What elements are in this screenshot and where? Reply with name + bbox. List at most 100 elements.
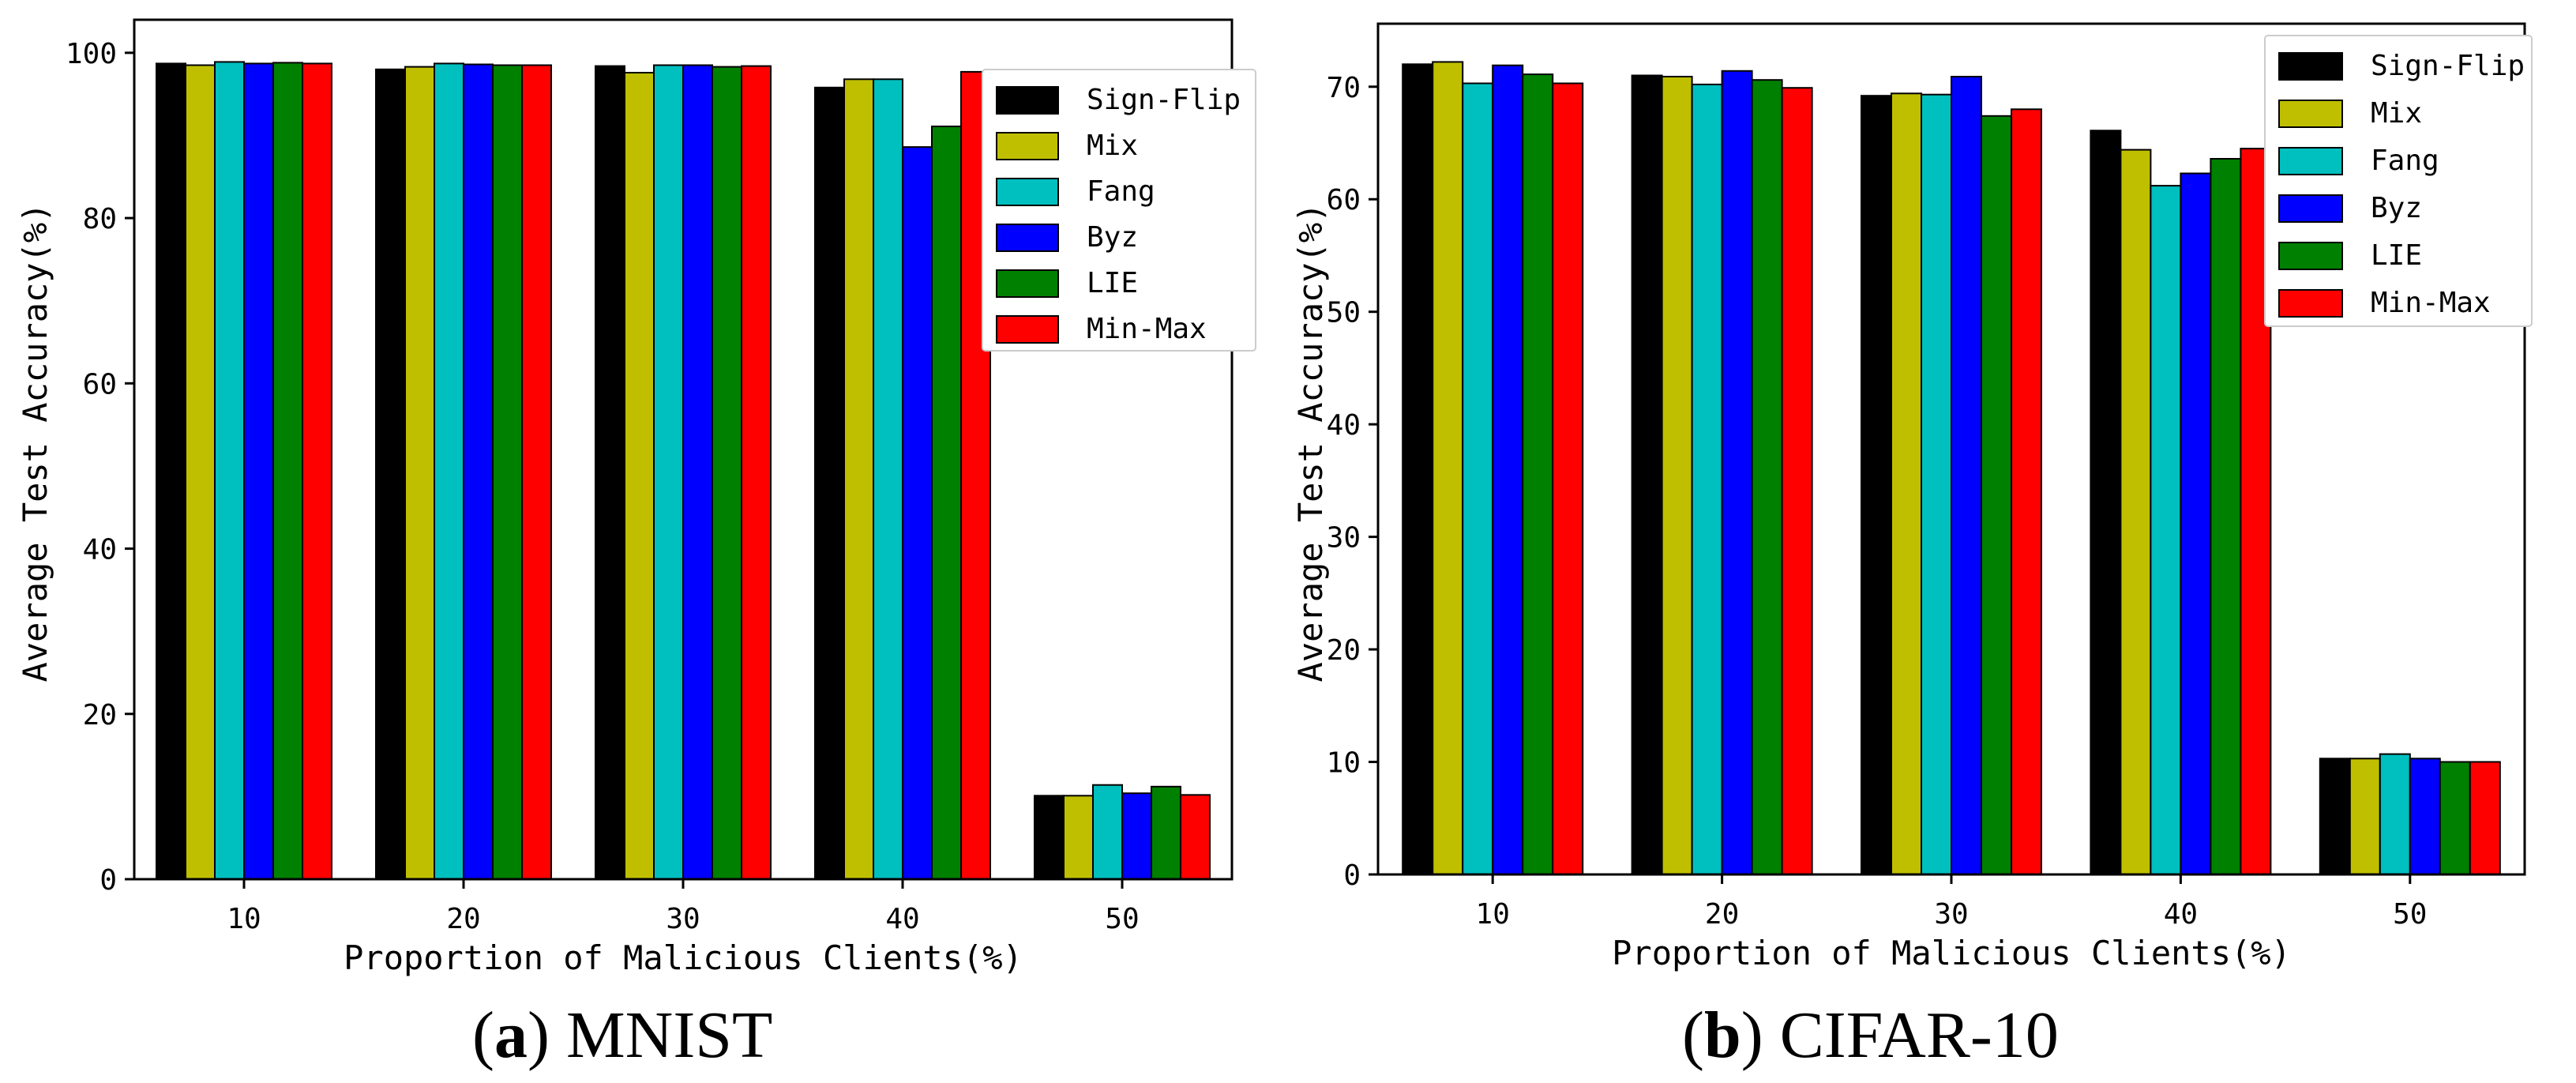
- y-tick-label-20: 20: [83, 699, 117, 731]
- bar-sign-flip-40: [2090, 130, 2122, 876]
- bar-fang-40: [873, 78, 903, 881]
- bar-min-max-10: [302, 62, 332, 880]
- bar-byz-20: [1721, 70, 1753, 876]
- y-tick-label-20: 20: [1327, 634, 1361, 667]
- bar-lie-30: [1981, 115, 2012, 876]
- bar-min-max-50: [2469, 761, 2501, 875]
- bar-lie-40: [931, 126, 962, 880]
- bar-byz-40: [2180, 172, 2212, 875]
- legend-swatch-sign-flip: [2278, 52, 2343, 81]
- bar-sign-flip-20: [375, 68, 406, 880]
- x-axis-label: Proportion of Malicious Clients(%): [344, 938, 1023, 977]
- legend-label-byz: Byz: [2371, 192, 2422, 224]
- legend-swatch-sign-flip: [996, 86, 1059, 115]
- bar-min-max-20: [1781, 87, 1813, 875]
- x-tick-label-50: 50: [2393, 898, 2427, 931]
- legend-label-byz: Byz: [1087, 221, 1138, 254]
- x-tick-label-20: 20: [446, 903, 480, 935]
- legend-swatch-byz: [996, 224, 1059, 252]
- bar-mix-10: [1432, 61, 1464, 875]
- bar-fang-40: [2150, 185, 2182, 876]
- x-tick-label-40: 40: [885, 903, 919, 935]
- plot-frame: [133, 18, 1234, 881]
- x-tick-label-30: 30: [666, 903, 700, 935]
- bar-mix-40: [843, 78, 874, 881]
- x-axis-label: Proportion of Malicious Clients(%): [1612, 934, 2291, 972]
- y-axis-label: Average Test Accuracy(%): [1291, 203, 1330, 683]
- legend-label-fang: Fang: [1087, 175, 1155, 208]
- y-tick-label-0: 0: [100, 864, 117, 897]
- chart-mnist: 10 20 30 40 50 0 20 40 60 80 100 Proportion of Mali…: [16, 18, 1256, 977]
- bar-mix-50: [1063, 795, 1094, 880]
- bar-fang-20: [1691, 83, 1723, 875]
- legend-swatch-fang: [2278, 147, 2343, 175]
- bar-lie-30: [712, 66, 742, 881]
- bar-byz-10: [1492, 64, 1524, 876]
- legend-swatch-min-max: [996, 315, 1059, 344]
- legend-swatch-byz: [2278, 194, 2343, 223]
- legend-label-min-max: Min-Max: [1087, 313, 1207, 345]
- legend-swatch-lie: [2278, 242, 2343, 270]
- y-tick-label-80: 80: [83, 203, 117, 235]
- bar-sign-flip-10: [156, 62, 186, 880]
- bar-fang-30: [653, 64, 684, 880]
- bar-min-max-50: [1180, 794, 1211, 880]
- bar-mix-20: [1661, 76, 1693, 875]
- legend: Sign-Flip Mix Fang Byz LIE Min-Max: [982, 69, 1256, 352]
- x-tick-label-20: 20: [1705, 898, 1739, 931]
- bar-fang-50: [2379, 753, 2411, 875]
- y-axis-label: Average Test Accuracy(%): [16, 203, 54, 683]
- bar-lie-20: [1751, 79, 1783, 875]
- bar-min-max-30: [2011, 108, 2042, 876]
- y-tick-label-50: 50: [1327, 297, 1361, 329]
- bar-lie-10: [272, 62, 303, 880]
- bar-lie-40: [2210, 158, 2242, 875]
- legend-label-mix: Mix: [2371, 97, 2422, 130]
- bar-sign-flip-10: [1402, 63, 1434, 875]
- y-tick-label-60: 60: [83, 368, 117, 400]
- legend-swatch-fang: [996, 178, 1059, 206]
- bar-lie-50: [1151, 785, 1181, 880]
- bar-lie-50: [2439, 761, 2471, 875]
- bar-mix-30: [1891, 92, 1922, 876]
- caption-cifar10: (b) CIFAR-10: [1682, 998, 2059, 1072]
- bar-fang-20: [434, 62, 464, 880]
- x-tick-label-40: 40: [2164, 898, 2198, 931]
- y-tick-label-60: 60: [1327, 184, 1361, 216]
- legend-swatch-min-max: [2278, 289, 2343, 318]
- x-tick-label-30: 30: [1934, 898, 1968, 931]
- legend-swatch-mix: [996, 132, 1059, 160]
- legend-label-sign-flip: Sign-Flip: [1087, 84, 1241, 116]
- bar-fang-10: [214, 61, 245, 880]
- bar-byz-50: [2409, 758, 2441, 875]
- y-tick-label-100: 100: [66, 38, 117, 70]
- bar-fang-50: [1092, 784, 1123, 881]
- y-tick-label-70: 70: [1327, 72, 1361, 104]
- bar-fang-10: [1462, 82, 1494, 875]
- bar-sign-flip-50: [1034, 795, 1065, 880]
- bar-byz-30: [1951, 76, 1982, 875]
- bar-mix-30: [624, 72, 655, 880]
- legend: Sign-Flip Mix Fang Byz LIE Min-Max: [2264, 35, 2533, 327]
- legend-label-lie: LIE: [2371, 239, 2422, 272]
- y-tick-label-40: 40: [1327, 409, 1361, 442]
- bar-sign-flip-30: [595, 65, 625, 881]
- bar-min-max-30: [741, 65, 772, 881]
- bar-min-max-10: [1552, 82, 1584, 875]
- y-tick-label-30: 30: [1327, 522, 1361, 555]
- bar-mix-40: [2120, 149, 2152, 876]
- legend-label-mix: Mix: [1087, 130, 1138, 162]
- chart-cifar10: 10 20 30 40 50 0 10 20 30 40 50 60 70 Proportion of M…: [1291, 22, 2533, 972]
- bar-mix-20: [404, 66, 435, 881]
- y-tick-label-10: 10: [1327, 747, 1361, 780]
- x-tick-label-10: 10: [227, 903, 261, 935]
- bar-byz-20: [463, 63, 494, 880]
- bar-byz-10: [243, 62, 274, 880]
- bar-sign-flip-50: [2319, 758, 2351, 875]
- y-tick-label-40: 40: [83, 534, 117, 566]
- legend-swatch-mix: [2278, 100, 2343, 128]
- x-tick-label-50: 50: [1105, 903, 1139, 935]
- bar-min-max-20: [521, 64, 552, 880]
- legend-label-min-max: Min-Max: [2371, 287, 2491, 319]
